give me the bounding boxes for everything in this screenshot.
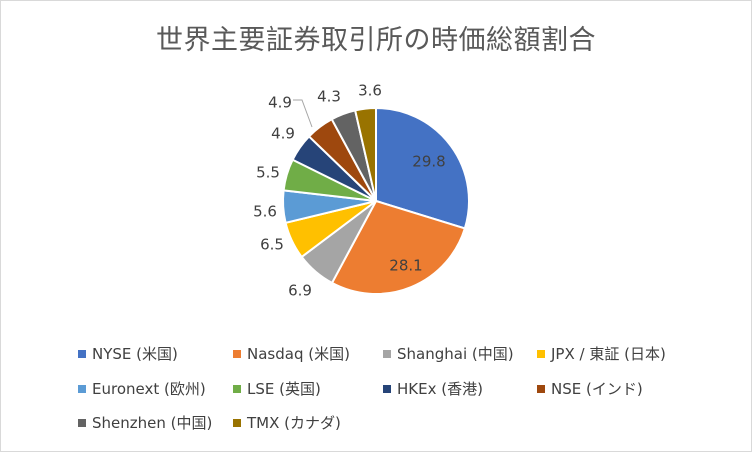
label-leader-line xyxy=(293,99,313,128)
pie-slice xyxy=(330,199,467,295)
data-label: 6.5 xyxy=(260,236,284,254)
data-label: 6.9 xyxy=(288,282,312,300)
data-label: 3.6 xyxy=(358,82,382,100)
data-label: 4.9 xyxy=(268,94,292,112)
data-label: 4.9 xyxy=(271,125,295,143)
data-label: 29.8 xyxy=(412,153,445,171)
pie-slice xyxy=(353,106,377,202)
data-label: 5.6 xyxy=(253,203,277,221)
data-label: 4.3 xyxy=(317,88,341,106)
data-label: 5.5 xyxy=(256,164,280,182)
chart-title: 世界主要証券取引所の時価総額割合 xyxy=(156,25,596,56)
data-label: 28.1 xyxy=(389,257,422,275)
pie-slice xyxy=(375,106,470,230)
